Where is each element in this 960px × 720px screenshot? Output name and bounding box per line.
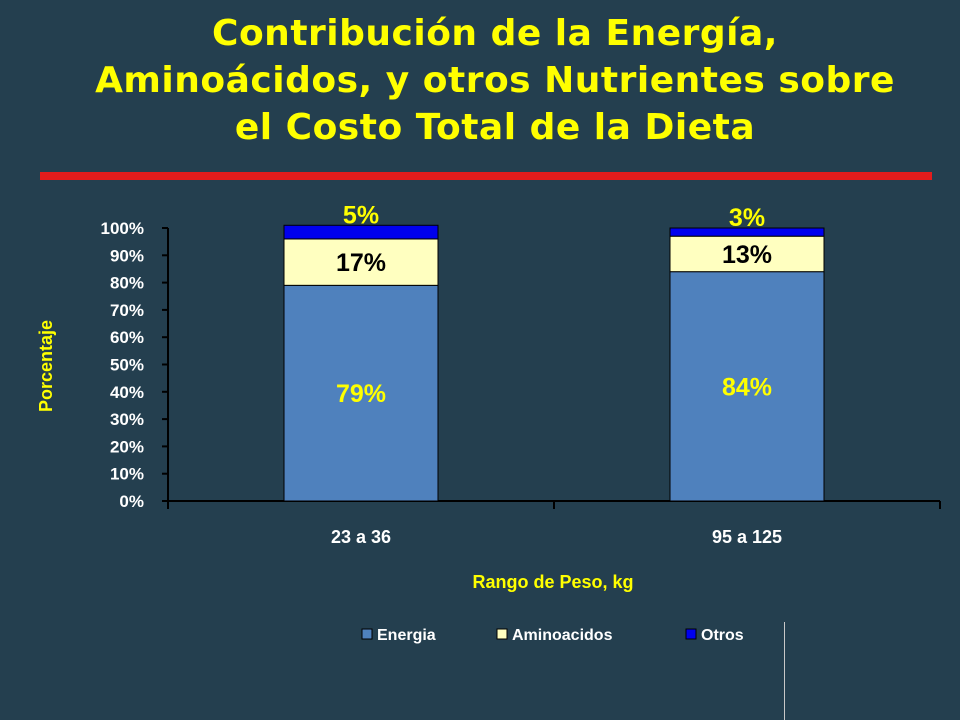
data-label: 84% [722, 373, 772, 401]
y-tick-label: 60% [110, 328, 144, 347]
data-label: 3% [729, 204, 765, 232]
y-tick-label: 10% [110, 465, 144, 484]
legend-label: Otros [701, 627, 744, 644]
legend-label: Energia [377, 627, 436, 644]
bar-energia [283, 284, 439, 502]
y-tick-label: 70% [110, 301, 144, 320]
title-line-2: Aminoácidos, y otros Nutrientes sobre [95, 60, 895, 101]
bar-otros [283, 224, 439, 240]
x-axis-title: Rango de Peso, kg [472, 572, 633, 592]
x-tick-label: 23 a 36 [331, 527, 391, 547]
x-tick-label: 95 a 125 [712, 527, 782, 547]
y-tick-label: 50% [110, 356, 144, 375]
y-tick-label: 90% [110, 246, 144, 265]
chart-title: Contribución de la Energía, Aminoácidos,… [40, 10, 950, 151]
divider-line [784, 622, 785, 720]
y-tick-label: 80% [110, 274, 144, 293]
legend-swatch-aminoacidos [496, 628, 508, 640]
legend-swatch-energia [361, 628, 373, 640]
data-label: 17% [336, 249, 386, 277]
y-tick-label: 30% [110, 410, 144, 429]
bar-energia [669, 271, 825, 502]
y-tick-label: 40% [110, 383, 144, 402]
legend-label: Aminoacidos [512, 627, 613, 644]
legend-swatch-otros [685, 628, 697, 640]
title-divider [40, 172, 932, 180]
title-line-3: el Costo Total de la Dieta [234, 107, 756, 148]
data-label: 5% [343, 201, 379, 229]
data-label: 79% [336, 380, 386, 408]
data-label: 13% [722, 241, 772, 269]
title-line-1: Contribución de la Energía, [212, 13, 778, 54]
y-axis-title: Porcentaje [36, 320, 56, 412]
y-tick-label: 100% [101, 219, 144, 238]
y-tick-label: 20% [110, 437, 144, 456]
y-tick-label: 0% [119, 492, 144, 511]
bar-otros [669, 227, 825, 237]
